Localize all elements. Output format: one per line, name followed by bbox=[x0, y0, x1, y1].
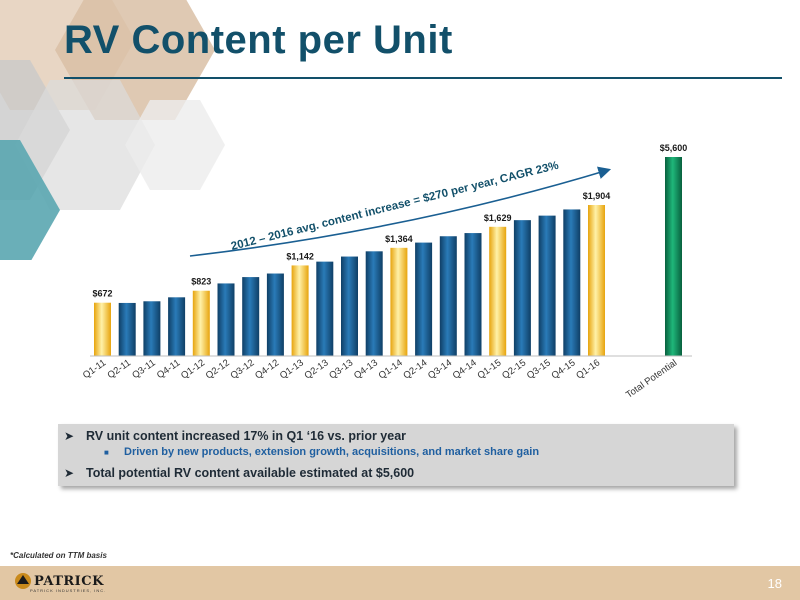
page-title: RV Content per Unit bbox=[64, 18, 453, 62]
x-tick-label: Q3-12 bbox=[228, 357, 256, 381]
bar-q3-14 bbox=[439, 236, 457, 356]
bar-q2-11 bbox=[118, 302, 136, 356]
arrow-bullet-icon: ➤ bbox=[64, 429, 75, 443]
x-tick-label: Q1-15 bbox=[475, 357, 503, 381]
x-tick-label: Q2-11 bbox=[106, 357, 133, 381]
bullet-text: RV unit content increased 17% in Q1 ‘16 … bbox=[86, 429, 407, 443]
x-tick-label: Q2-13 bbox=[303, 357, 331, 381]
bar-q1-15 bbox=[489, 226, 507, 356]
bar-q1-12 bbox=[192, 290, 210, 356]
x-tick-label: Q1-11 bbox=[81, 357, 108, 381]
x-tick-label: Q4-12 bbox=[253, 357, 281, 381]
bar-q4-15 bbox=[563, 209, 581, 356]
bar-total-potential bbox=[665, 157, 682, 356]
bar-q1-13 bbox=[291, 265, 309, 356]
sub-bullet-drivers: ■ Driven by new products, extension grow… bbox=[64, 444, 726, 461]
data-label: $5,600 bbox=[660, 143, 688, 153]
background-hexagons bbox=[0, 0, 225, 260]
arrow-bullet-icon: ➤ bbox=[64, 466, 75, 480]
x-tick-label: Q2-14 bbox=[401, 357, 429, 381]
x-tick-label: Q4-13 bbox=[352, 357, 380, 381]
trend-arrow bbox=[189, 166, 612, 257]
page-number: 18 bbox=[767, 576, 782, 591]
bullet-text: Total potential RV content available est… bbox=[86, 466, 415, 480]
bar-q3-11 bbox=[143, 301, 161, 356]
x-tick-label: Q1-14 bbox=[377, 357, 405, 381]
square-bullet-icon: ■ bbox=[104, 448, 109, 457]
patrick-logo-icon bbox=[15, 573, 31, 589]
bar-q1-11 bbox=[94, 302, 111, 356]
bullet-content-increase: ➤ RV unit content increased 17% in Q1 ‘1… bbox=[64, 428, 726, 444]
title-divider bbox=[64, 77, 782, 79]
bar-q1-14 bbox=[390, 247, 408, 356]
bar-q3-13 bbox=[341, 256, 358, 356]
bar-q4-11 bbox=[168, 297, 186, 356]
data-label: $1,904 bbox=[583, 191, 611, 201]
x-tick-label: Q2-12 bbox=[204, 357, 232, 381]
bar-q4-12 bbox=[266, 273, 284, 356]
bar-q2-15 bbox=[513, 220, 531, 356]
x-tick-label: Q1-16 bbox=[574, 357, 602, 381]
company-logo: PATRICK bbox=[14, 572, 104, 590]
logo-text: PATRICK bbox=[34, 573, 104, 589]
x-tick-label: Q4-15 bbox=[550, 357, 578, 381]
bullet-total-potential: ➤ Total potential RV content available e… bbox=[64, 465, 726, 481]
bar-q1-16 bbox=[588, 205, 605, 356]
x-tick-label: Q3-15 bbox=[525, 357, 553, 381]
footer-bar: PATRICK PATRICK INDUSTRIES, INC. 18 bbox=[0, 566, 800, 600]
logo-subtext: PATRICK INDUSTRIES, INC. bbox=[30, 588, 107, 593]
x-tick-label: Q3-13 bbox=[327, 357, 355, 381]
sub-bullet-text: Driven by new products, extension growth… bbox=[124, 446, 540, 458]
data-label: $672 bbox=[92, 289, 112, 299]
bar-q3-15 bbox=[538, 215, 556, 356]
x-tick-label: Q3-14 bbox=[426, 357, 454, 381]
bar-q4-13 bbox=[365, 251, 383, 356]
data-label: $1,629 bbox=[484, 213, 512, 223]
bar-q2-12 bbox=[217, 283, 235, 356]
content-per-unit-chart: $672Q1-11Q2-11Q3-11Q4-11$823Q1-12Q2-12Q3… bbox=[81, 143, 692, 401]
x-tick-label: Q1-12 bbox=[179, 357, 207, 381]
data-label: $1,364 bbox=[385, 234, 413, 244]
x-tick-label: Q4-14 bbox=[451, 357, 479, 381]
key-points-box: ➤ RV unit content increased 17% in Q1 ‘1… bbox=[58, 424, 734, 486]
data-label: $1,142 bbox=[286, 251, 314, 261]
bar-q4-14 bbox=[464, 233, 482, 356]
bar-q2-14 bbox=[415, 242, 433, 356]
x-tick-label: Q4-11 bbox=[155, 357, 182, 381]
data-label: $823 bbox=[191, 277, 211, 287]
x-tick-label: Q3-11 bbox=[130, 357, 157, 381]
x-tick-label: Q2-15 bbox=[500, 357, 528, 381]
bar-q3-12 bbox=[242, 277, 260, 356]
footnote: *Calculated on TTM basis bbox=[10, 551, 107, 560]
bar-q2-13 bbox=[316, 261, 334, 356]
x-tick-label: Q1-13 bbox=[278, 357, 306, 381]
x-tick-label: Total Potential bbox=[624, 357, 679, 400]
